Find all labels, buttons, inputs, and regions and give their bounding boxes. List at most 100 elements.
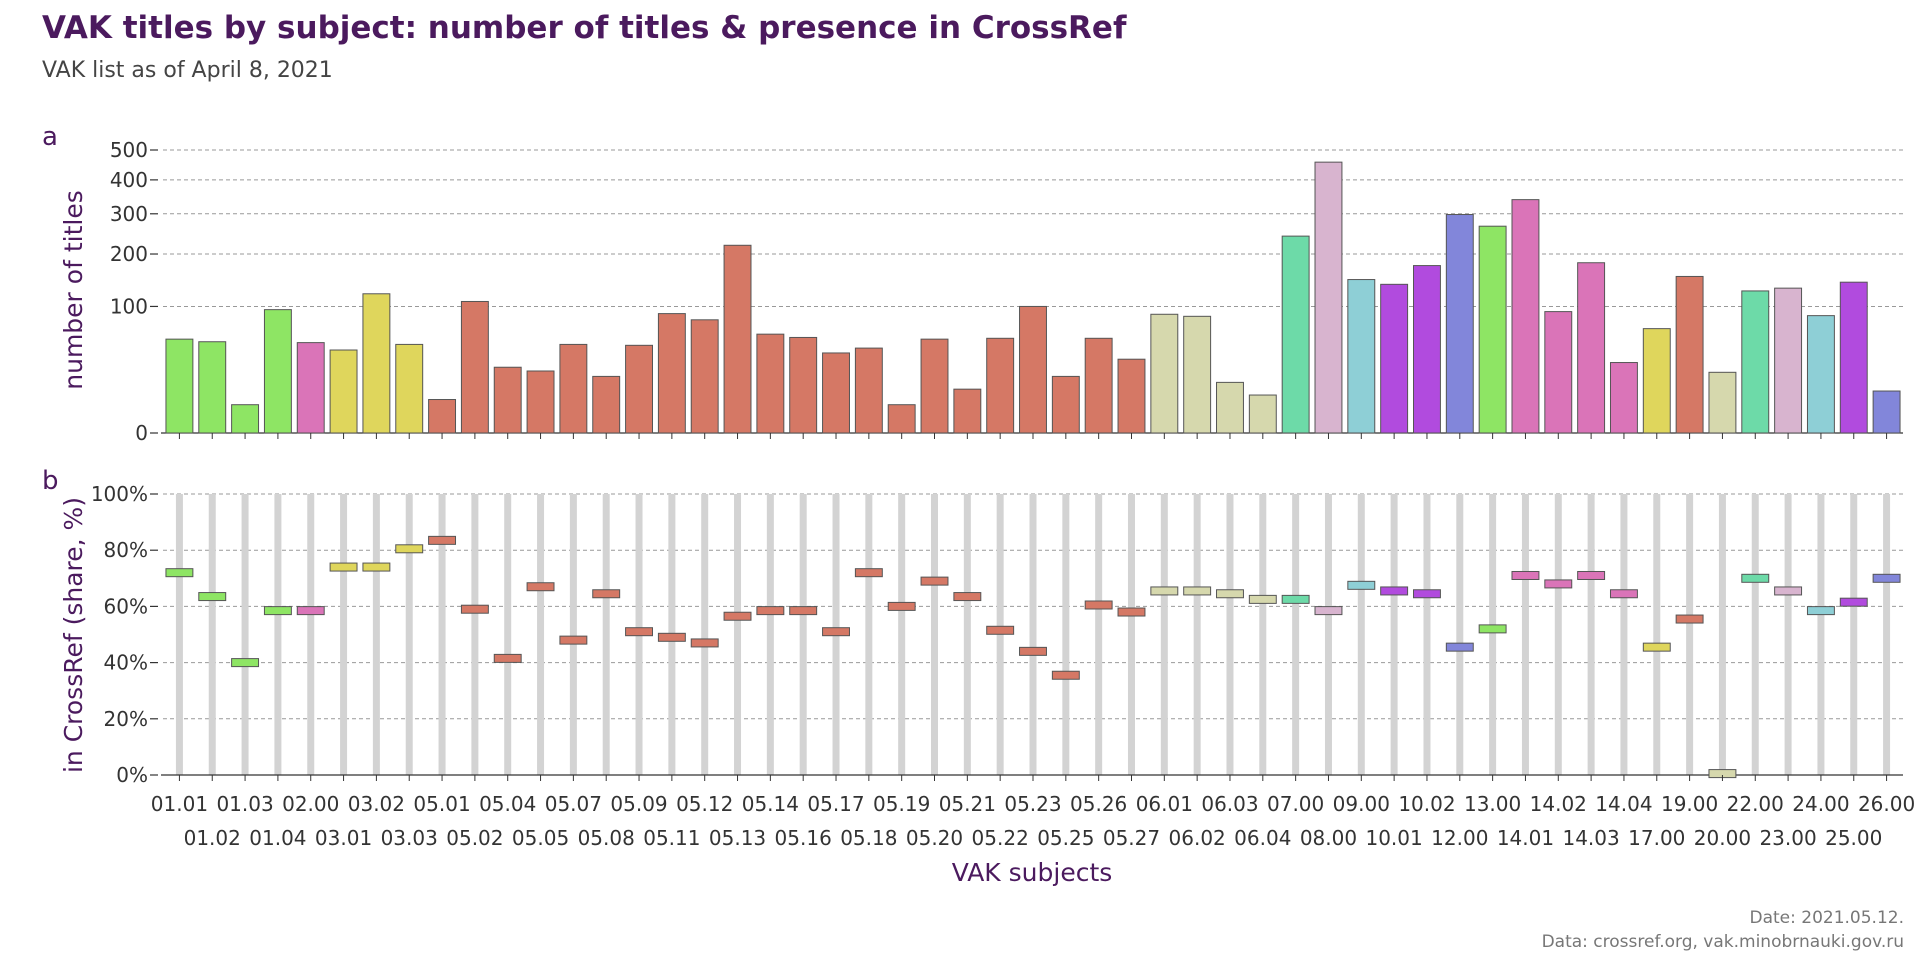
bar-14.02	[1544, 311, 1573, 434]
bar-03.02	[362, 293, 391, 434]
bar-14.01	[1511, 199, 1540, 434]
panel-label-a: a	[42, 122, 58, 152]
bar-08.00	[1314, 161, 1343, 434]
bar-05.22	[986, 337, 1015, 434]
share-marker-05.11	[657, 632, 686, 642]
bar-05.13	[723, 244, 752, 434]
x-tick-label-01.04: 01.04	[249, 826, 306, 850]
share-marker-05.13	[723, 611, 752, 621]
bar-14.04	[1609, 362, 1638, 434]
x-tick-label-05.11: 05.11	[643, 826, 700, 850]
x-tick-label-05.17: 05.17	[807, 792, 864, 816]
bar-05.27	[1117, 358, 1146, 434]
share-marker-01.03	[231, 658, 260, 668]
share-marker-10.02	[1413, 589, 1441, 599]
x-tick-label-19.00: 19.00	[1661, 792, 1718, 816]
share-marker-05.12	[690, 638, 719, 648]
share-marker-02.00	[296, 606, 325, 616]
x-tick-label-05.23: 05.23	[1004, 792, 1061, 816]
x-tick-label-14.04: 14.04	[1595, 792, 1652, 816]
x-tick-label-08.00: 08.00	[1300, 826, 1357, 850]
x-tick-label-14.02: 14.02	[1530, 792, 1587, 816]
x-tick-label-05.21: 05.21	[939, 792, 996, 816]
share-marker-01.02	[198, 592, 227, 602]
bar-01.04	[263, 309, 292, 434]
panel-a: 0 100 200 300 400 500	[110, 138, 1903, 445]
bar-23.00	[1774, 287, 1803, 434]
bar-09.00	[1347, 279, 1376, 434]
bar-07.00	[1281, 235, 1310, 434]
bar-05.01	[428, 399, 457, 434]
bar-05.12	[690, 319, 719, 434]
x-tick-label-05.02: 05.02	[446, 826, 503, 850]
bar-06.03	[1216, 381, 1244, 434]
x-tick-label-05.13: 05.13	[709, 826, 766, 850]
bar-05.18	[854, 347, 883, 434]
share-marker-07.00	[1281, 594, 1310, 604]
y-tick-label-a: 500	[110, 138, 148, 162]
share-marker-12.00	[1445, 642, 1474, 652]
bar-24.00	[1806, 315, 1835, 434]
bar-01.01	[165, 338, 194, 434]
bar-05.17	[822, 352, 850, 434]
bar-22.00	[1741, 290, 1770, 434]
x-tick-label-05.16: 05.16	[775, 826, 832, 850]
share-marker-05.17	[822, 627, 850, 637]
x-tick-label-06.01: 06.01	[1136, 792, 1193, 816]
share-marker-24.00	[1806, 606, 1835, 616]
y-tick-label-b: 60%	[104, 594, 148, 618]
x-tick-label-20.00: 20.00	[1694, 826, 1751, 850]
y-tick-label-b: 0%	[116, 763, 148, 787]
x-tick-label-05.05: 05.05	[512, 826, 569, 850]
panel-label-b: b	[42, 466, 59, 496]
share-marker-14.03	[1577, 570, 1606, 580]
bar-05.05	[526, 370, 555, 434]
bar-05.21	[953, 388, 982, 434]
y-tick-label-a: 400	[110, 168, 148, 192]
share-marker-05.19	[887, 601, 916, 611]
x-tick-label-05.27: 05.27	[1103, 826, 1160, 850]
caption-date: Date: 2021.05.12.	[1749, 908, 1904, 928]
share-marker-14.01	[1511, 570, 1540, 580]
share-marker-05.01	[428, 535, 457, 545]
bar-05.04	[493, 366, 522, 434]
y-axis-label-b: in CrossRef (share, %)	[59, 497, 88, 773]
bar-12.00	[1445, 214, 1474, 434]
x-tick-label-09.00: 09.00	[1333, 792, 1390, 816]
panel-b: 0% 20% 40% 60% 80% 100%	[91, 482, 1903, 787]
bar-05.16	[789, 336, 818, 434]
share-marker-03.03	[395, 544, 424, 554]
share-marker-10.01	[1380, 586, 1409, 596]
x-tick-label-22.00: 22.00	[1727, 792, 1784, 816]
share-marker-23.00	[1774, 586, 1803, 596]
x-tick-label-03.02: 03.02	[348, 792, 405, 816]
bar-02.00	[296, 342, 325, 434]
x-tick-label-03.01: 03.01	[315, 826, 372, 850]
share-marker-05.16	[789, 606, 818, 616]
x-tick-label-02.00: 02.00	[282, 792, 339, 816]
x-tick-label-05.25: 05.25	[1037, 826, 1094, 850]
y-tick-label-b: 100%	[91, 482, 148, 506]
x-tick-label-06.04: 06.04	[1234, 826, 1291, 850]
share-marker-08.00	[1314, 606, 1343, 616]
share-marker-19.00	[1675, 614, 1704, 624]
x-tick-label-05.18: 05.18	[840, 826, 897, 850]
x-tick-label-06.02: 06.02	[1169, 826, 1226, 850]
share-marker-05.08	[592, 589, 621, 599]
bar-03.01	[329, 349, 358, 434]
bar-01.02	[198, 341, 227, 434]
bar-10.02	[1413, 265, 1441, 434]
x-tick-label-10.02: 10.02	[1398, 792, 1455, 816]
x-tick-label-05.22: 05.22	[972, 826, 1029, 850]
caption: Date: 2021.05.12. Data: crossref.org, va…	[1542, 906, 1904, 954]
y-tick-label-b: 80%	[104, 538, 148, 562]
share-marker-17.00	[1642, 642, 1671, 652]
share-marker-05.14	[756, 606, 785, 616]
bar-03.03	[395, 343, 424, 434]
share-marker-06.04	[1248, 594, 1277, 604]
vak-chart: a b number of titles in CrossRef (share,…	[42, 122, 1915, 887]
share-marker-22.00	[1741, 573, 1770, 583]
bar-10.01	[1380, 283, 1409, 434]
bar-26.00	[1872, 390, 1901, 434]
x-tick-label-05.08: 05.08	[578, 826, 635, 850]
